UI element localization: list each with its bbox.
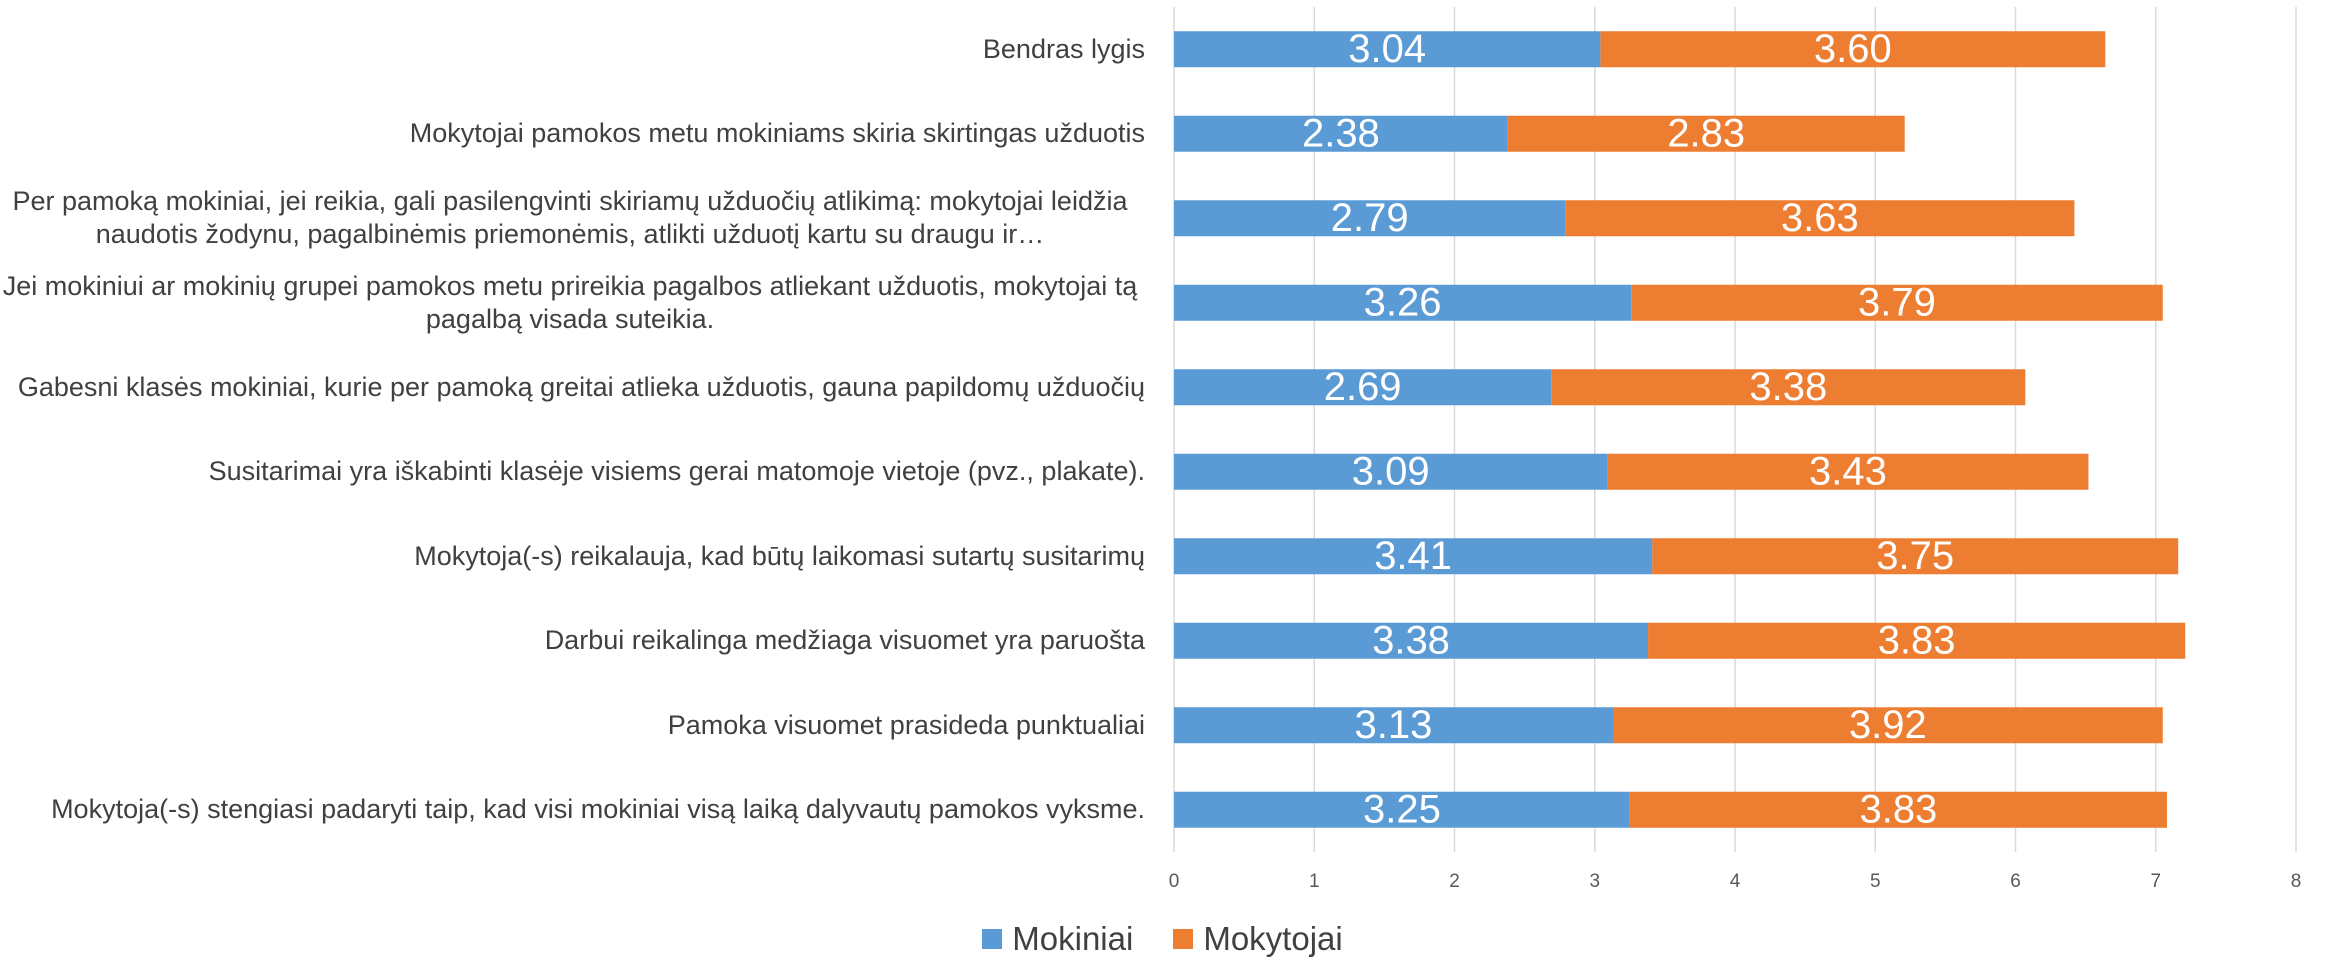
category-text: Mokytoja(-s) stengiasi padaryti taip, ka… xyxy=(51,794,1145,825)
value-label: 3.60 xyxy=(1814,27,1892,71)
bar-segment xyxy=(1607,453,2089,490)
legend-swatch xyxy=(982,929,1003,949)
category-label: Per pamoką mokiniai, jei reikia, gali pa… xyxy=(0,176,1145,261)
category-label: Bendras lygis xyxy=(0,7,1145,92)
value-label: 3.63 xyxy=(1781,196,1859,240)
value-label: 3.25 xyxy=(1363,787,1441,831)
category-text: Darbui reikalinga medžiaga visuomet yra … xyxy=(544,625,1145,656)
x-tick-label: 6 xyxy=(2010,871,2021,892)
bar-segment xyxy=(1174,707,1613,744)
category-label: Mokytoja(-s) reikalauja, kad būtų laikom… xyxy=(0,514,1145,599)
value-label: 2.38 xyxy=(1302,111,1380,155)
x-tick-label: 1 xyxy=(1309,871,1320,892)
bar-segment xyxy=(1600,31,2106,68)
value-label: 3.75 xyxy=(1876,534,1954,578)
bar-segment xyxy=(1174,369,1552,406)
value-label: 2.79 xyxy=(1331,196,1409,240)
category-text: Jei mokiniui ar mokinių grupei pamokos m… xyxy=(2,270,1138,334)
category-label: Pamoka visuomet prasideda punktualiai xyxy=(0,683,1145,768)
legend-label: Mokiniai xyxy=(1012,920,1134,957)
value-label: 3.43 xyxy=(1809,449,1887,493)
category-label: Darbui reikalinga medžiaga visuomet yra … xyxy=(0,599,1145,684)
x-tick-label: 2 xyxy=(1449,871,1460,892)
value-label: 3.13 xyxy=(1355,703,1433,747)
x-tick-label: 7 xyxy=(2150,871,2161,892)
legend-item: Mokiniai xyxy=(982,920,1133,958)
category-text: Mokytojai pamokos metu mokiniams skiria … xyxy=(409,118,1145,149)
x-tick-label: 3 xyxy=(1589,871,1600,892)
bar-segment xyxy=(1612,707,2163,744)
category-label: Susitarimai yra iškabinti klasėje visiem… xyxy=(0,430,1145,515)
category-text: Per pamoką mokiniai, jei reikia, gali pa… xyxy=(12,186,1128,250)
value-label: 3.83 xyxy=(1878,618,1956,662)
value-label: 3.38 xyxy=(1749,365,1827,409)
value-label: 3.92 xyxy=(1849,703,1927,747)
legend: Mokiniai Mokytojai xyxy=(0,920,2325,958)
x-tick-label: 5 xyxy=(1870,871,1881,892)
category-text: Bendras lygis xyxy=(982,33,1145,64)
category-text: Gabesni klasės mokiniai, kurie per pamok… xyxy=(17,371,1145,402)
bar-segment xyxy=(1507,115,1905,152)
bar-segment xyxy=(1174,622,1649,659)
category-label: Mokytojai pamokos metu mokiniams skiria … xyxy=(0,92,1145,177)
bar-segment xyxy=(1174,200,1566,237)
value-label: 3.83 xyxy=(1859,787,1937,831)
bar-segment xyxy=(1648,622,2186,659)
value-label: 3.38 xyxy=(1372,618,1450,662)
value-label: 2.69 xyxy=(1324,365,1402,409)
value-label: 3.09 xyxy=(1352,449,1430,493)
legend-swatch xyxy=(1173,929,1194,949)
chart: 0 1 2 3 4 5 6 7 8 3.04 3.60 2.38 2.83 2.79 3.63 3.26 3.7… xyxy=(1169,7,2302,892)
bar-segment xyxy=(1551,369,2026,406)
category-text: Mokytoja(-s) reikalauja, kad būtų laikom… xyxy=(414,540,1145,571)
x-tick-label: 8 xyxy=(2291,871,2302,892)
x-tick-label: 0 xyxy=(1169,871,1180,892)
value-label: 2.83 xyxy=(1667,111,1745,155)
bar-segment xyxy=(1174,31,1601,68)
legend-item: Mokytojai xyxy=(1173,920,1343,958)
category-text: Pamoka visuomet prasideda punktualiai xyxy=(667,709,1145,740)
category-label: Jei mokiniui ar mokinių grupei pamokos m… xyxy=(0,261,1145,346)
bar-segment xyxy=(1174,115,1508,152)
category-label: Gabesni klasės mokiniai, kurie per pamok… xyxy=(0,345,1145,430)
category-label: Mokytoja(-s) stengiasi padaryti taip, ka… xyxy=(0,768,1145,853)
value-label: 3.26 xyxy=(1364,280,1442,324)
bar-segment xyxy=(1174,284,1632,321)
bar-segment xyxy=(1174,538,1653,575)
bar-segment xyxy=(1174,791,1630,828)
bar-segment xyxy=(1652,538,2179,575)
category-text: Susitarimai yra iškabinti klasėje visiem… xyxy=(208,456,1145,487)
bar-segment xyxy=(1631,284,2163,321)
bar-segment xyxy=(1174,453,1608,490)
value-label: 3.04 xyxy=(1348,27,1426,71)
legend-label: Mokytojai xyxy=(1203,920,1343,957)
value-label: 3.41 xyxy=(1374,534,1452,578)
value-label: 3.79 xyxy=(1858,280,1936,324)
x-tick-label: 4 xyxy=(1730,871,1741,892)
bar-segment xyxy=(1565,200,2075,237)
bar-segment xyxy=(1629,791,2167,828)
